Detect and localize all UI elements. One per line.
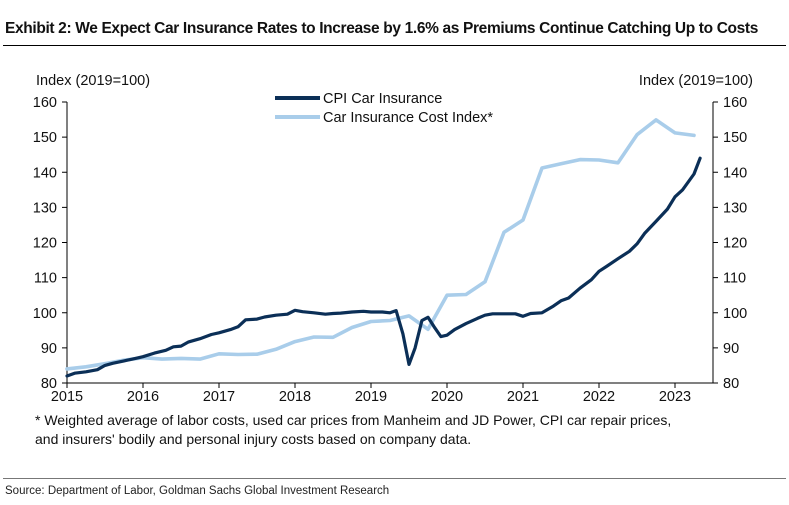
series-line-car-insurance-cost-index xyxy=(65,118,696,371)
x-tick-label: 2023 xyxy=(659,389,691,405)
y-ticks-right: 80 90 100 110 120 130 140 150 160 xyxy=(712,95,747,392)
title-rule xyxy=(3,45,786,46)
footnote: * Weighted average of labor costs, used … xyxy=(35,411,671,449)
y-tick-label-left: 130 xyxy=(33,200,57,216)
y-tick-label-right: 130 xyxy=(723,200,747,216)
y-axis-label-right: Index (2019=100) xyxy=(639,73,753,89)
y-axis-label-left: Index (2019=100) xyxy=(36,73,150,89)
y-tick-label-left: 150 xyxy=(33,130,57,146)
line-chart: Index (2019=100) Index (2019=100) 80 90 10… xyxy=(33,73,753,405)
y-tick-label-left: 80 xyxy=(41,376,57,392)
legend-label: Car Insurance Cost Index* xyxy=(323,110,493,126)
footnote-line-1: * Weighted average of labor costs, used … xyxy=(35,412,672,428)
y-tick-label-right: 160 xyxy=(723,95,747,111)
y-tick-label-left: 160 xyxy=(33,95,57,111)
series-lines xyxy=(65,118,702,378)
x-tick-label: 2016 xyxy=(127,389,159,405)
y-tick-label-left: 140 xyxy=(33,165,57,181)
y-tick-label-right: 90 xyxy=(723,341,739,357)
y-tick-label-right: 140 xyxy=(723,165,747,181)
x-tick-label: 2019 xyxy=(355,389,387,405)
y-tick-label-right: 100 xyxy=(723,306,747,322)
series-line-cpi-car-insurance xyxy=(65,156,702,378)
x-axis: 2015 2016 2017 2018 2019 2020 2021 2022 2023 xyxy=(51,382,713,405)
y-ticks-left: 80 90 100 110 120 130 140 150 160 xyxy=(33,95,68,392)
footnote-line-2: and insurers' bodily and personal injury… xyxy=(35,431,472,447)
y-tick-label-right: 80 xyxy=(723,376,739,392)
source-note: Source: Department of Labor, Goldman Sac… xyxy=(5,485,390,497)
x-tick-label: 2015 xyxy=(51,389,83,405)
y-tick-label-right: 120 xyxy=(723,236,747,252)
y-tick-label-right: 110 xyxy=(723,271,746,287)
x-tick-label: 2020 xyxy=(431,389,463,405)
source-rule xyxy=(3,478,786,479)
y-tick-label-left: 100 xyxy=(33,306,57,322)
x-tick-label: 2021 xyxy=(507,389,539,405)
y-tick-label-left: 90 xyxy=(41,341,57,357)
y-tick-label-right: 150 xyxy=(723,130,747,146)
x-tick-label: 2017 xyxy=(203,389,235,405)
legend: CPI Car Insurance Car Insurance Cost Inde… xyxy=(275,91,493,126)
chart-title: Exhibit 2: We Expect Car Insurance Rates… xyxy=(5,20,759,37)
x-tick-label: 2022 xyxy=(583,389,615,405)
y-tick-label-left: 110 xyxy=(34,271,57,287)
x-tick-label: 2018 xyxy=(279,389,311,405)
y-tick-label-left: 120 xyxy=(33,236,57,252)
legend-label: CPI Car Insurance xyxy=(323,91,442,107)
